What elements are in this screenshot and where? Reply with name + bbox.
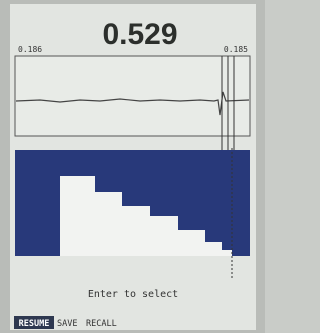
softkey[interactable]: RESUME (19, 319, 50, 329)
waveform-left-label: 0.186 (18, 45, 42, 54)
waveform-box (15, 56, 250, 136)
reading: 0.529 (102, 18, 177, 51)
screen: 0.529 0.186 0.185 Enter to select RESUME… (0, 0, 265, 333)
softkey[interactable]: SAVE (57, 319, 77, 329)
page: 0.529 0.186 0.185 Enter to select RESUME… (0, 0, 265, 333)
softkey[interactable]: RECALL (86, 319, 117, 329)
prompt: Enter to select (88, 289, 178, 300)
waveform-right-label: 0.185 (224, 45, 248, 54)
